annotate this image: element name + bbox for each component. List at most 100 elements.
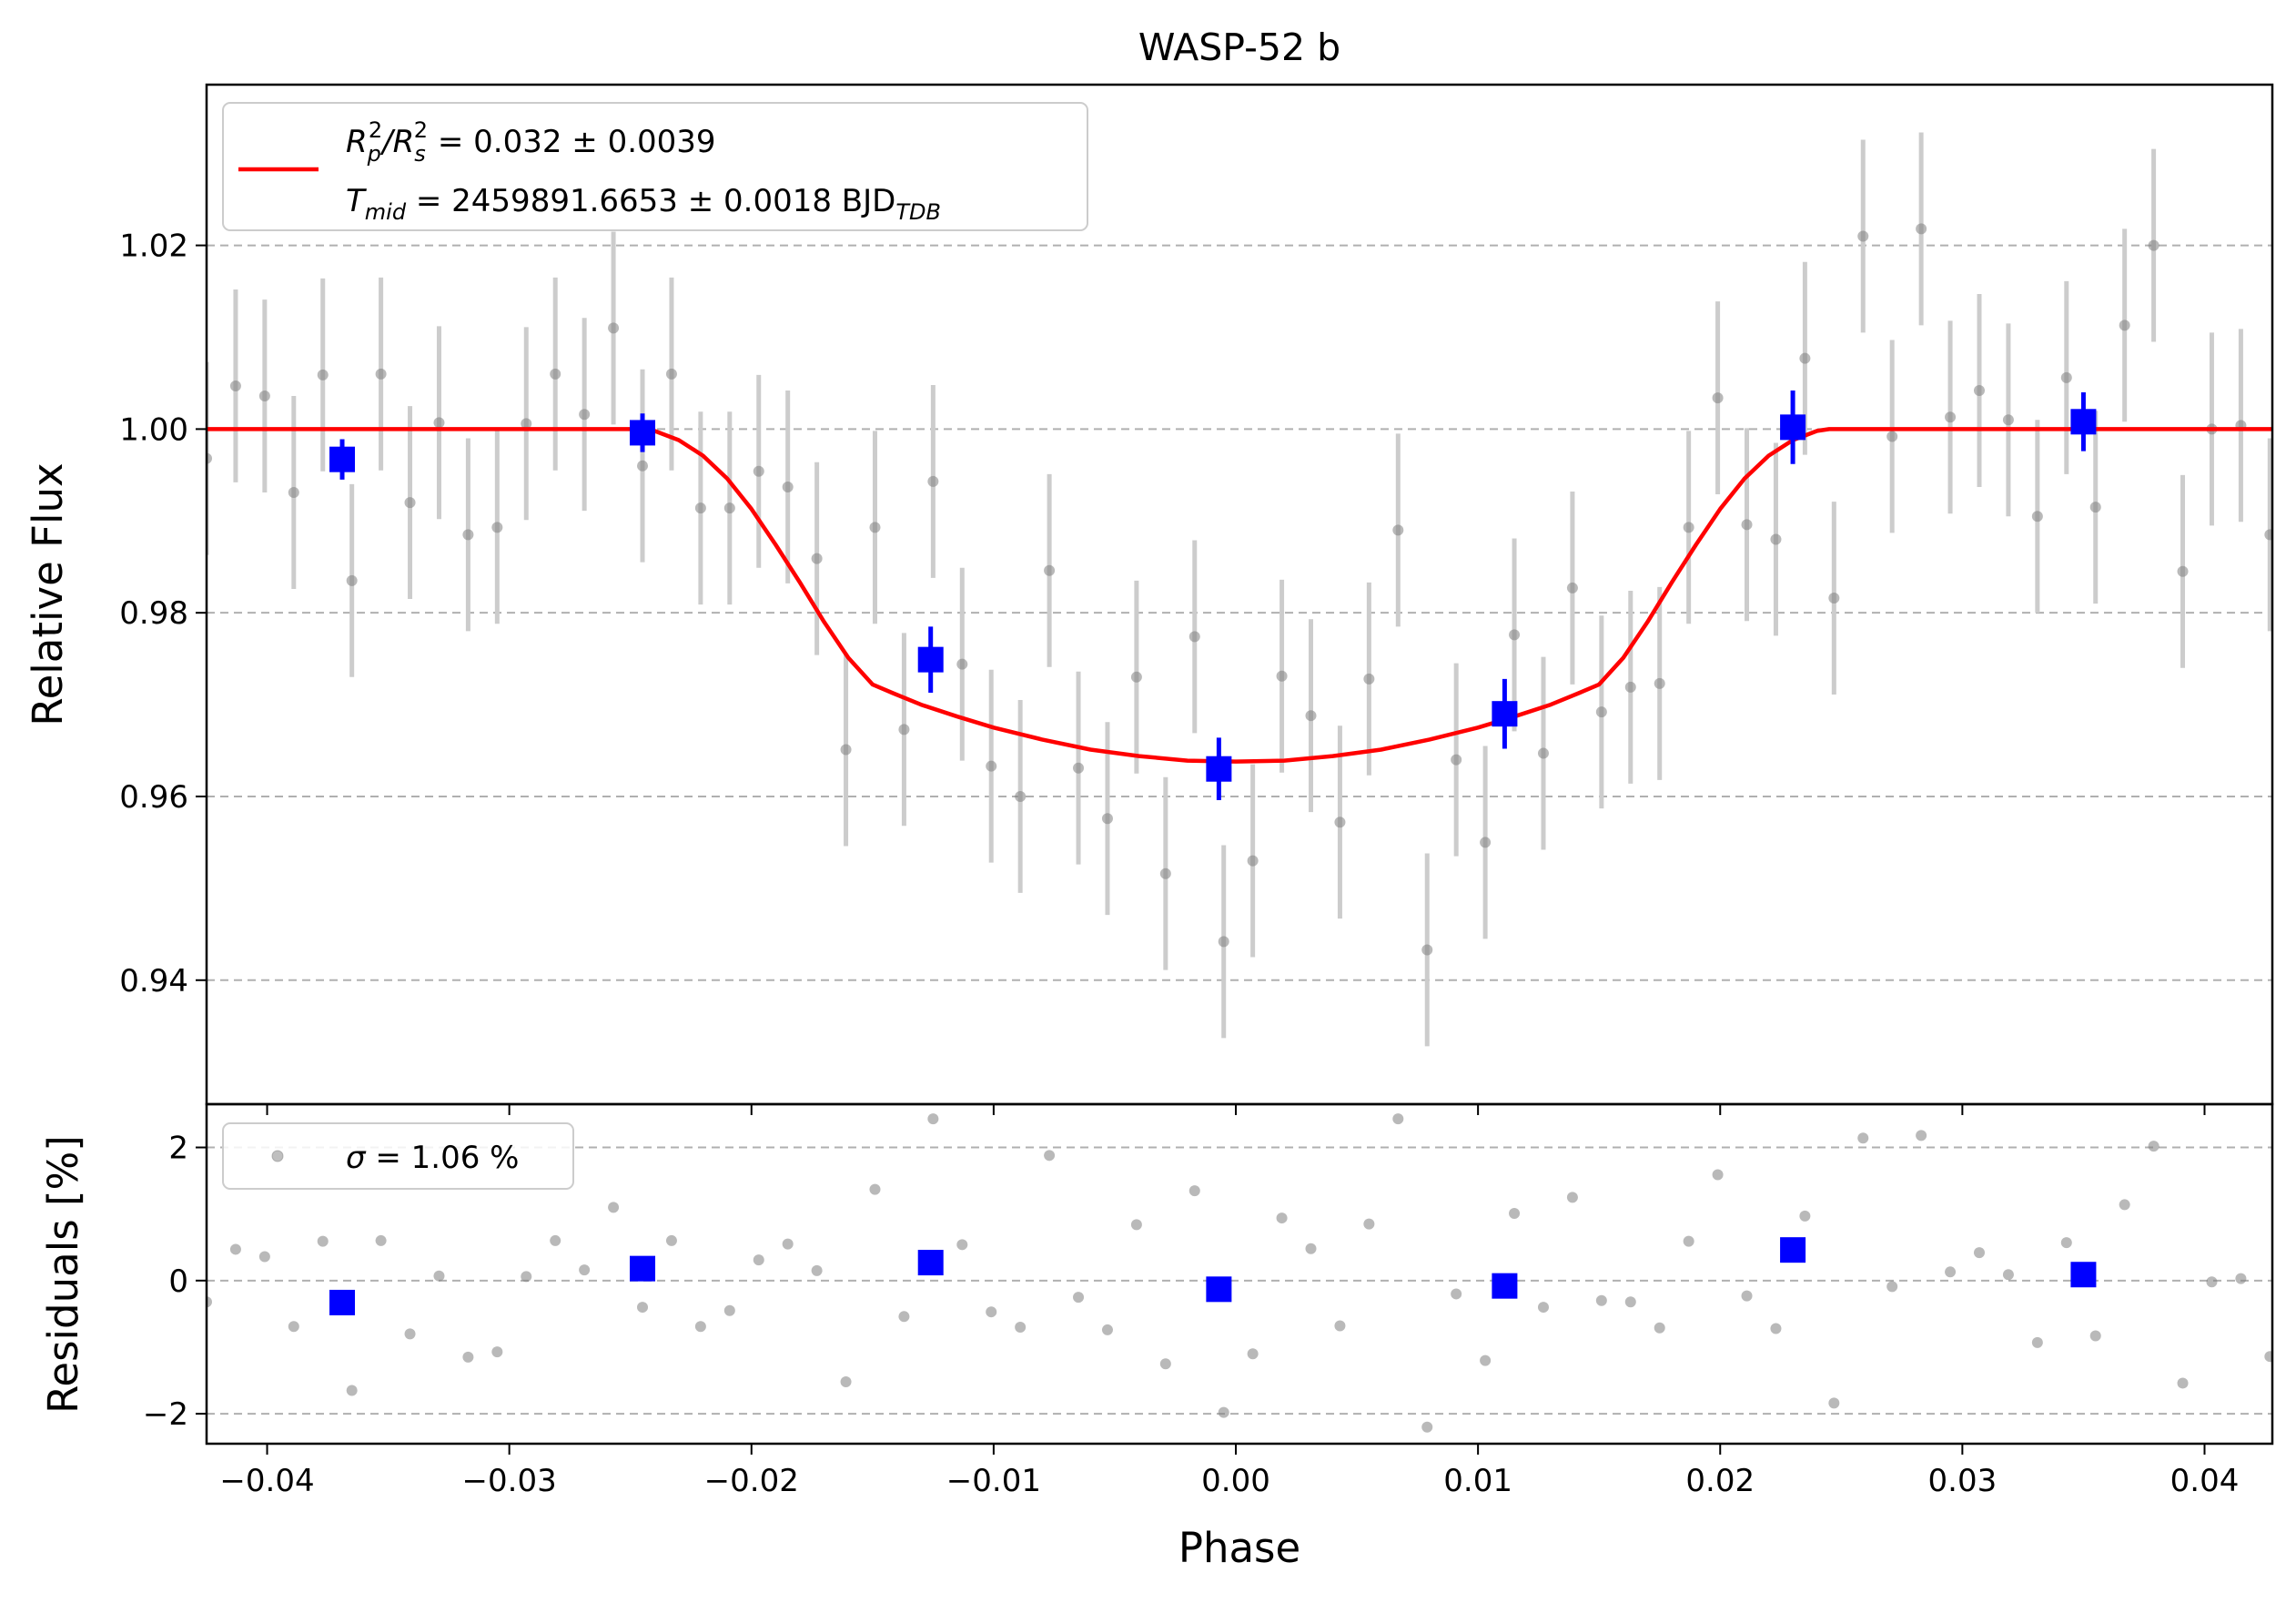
binned-residual-point (1492, 1273, 1518, 1299)
flux-grid (207, 244, 2272, 981)
residual-point (1480, 1354, 1492, 1366)
raw-data-point (462, 529, 474, 541)
residual-point (2119, 1199, 2130, 1211)
raw-data-point (1770, 533, 1782, 545)
residual-point (288, 1321, 299, 1333)
raw-data-point (1973, 385, 1985, 396)
raw-data-point (1624, 681, 1636, 693)
residual-point (491, 1346, 503, 1358)
raw-data-point (288, 487, 299, 498)
residual-point (1247, 1348, 1259, 1360)
raw-data-point (1188, 631, 1200, 643)
binned-data-point (1780, 414, 1806, 441)
raw-data-point (869, 522, 881, 533)
residual-point (2235, 1273, 2247, 1284)
raw-data-point (317, 369, 329, 380)
raw-data-point (956, 658, 968, 670)
x-tick-label: 0.03 (1928, 1463, 1998, 1499)
residual-plot-area (207, 1113, 2272, 1433)
residual-point (956, 1239, 968, 1251)
residual-point (1654, 1322, 1665, 1334)
residual-point (1276, 1212, 1288, 1224)
flux-y-tick-label: 1.00 (119, 411, 188, 448)
residual-point (723, 1304, 735, 1316)
binned-data-point (917, 646, 944, 673)
residual-point (2002, 1269, 2014, 1281)
residual-point (1828, 1397, 1840, 1409)
legend-sigma-text: σ = 1.06 % (346, 1140, 519, 1176)
raw-data-point (1595, 706, 1607, 718)
residual-panel-frame (205, 1102, 2274, 1446)
residual-point (1218, 1406, 1229, 1418)
binned-data-point (630, 420, 656, 446)
raw-data-point (229, 380, 241, 391)
raw-data-point (753, 465, 764, 477)
raw-data-point (1044, 564, 1056, 576)
residual-point (462, 1351, 474, 1363)
residual-point (579, 1264, 591, 1276)
raw-data-point (1654, 677, 1665, 689)
raw-data-point (1537, 747, 1549, 759)
residual-point (927, 1113, 939, 1125)
raw-data-point (1101, 813, 1113, 825)
raw-data-point (1741, 519, 1753, 531)
residual-point (550, 1234, 561, 1246)
raw-data-point (2002, 414, 2014, 426)
raw-data-point (898, 724, 910, 736)
residual-point (1509, 1207, 1521, 1219)
raw-data-point (1247, 855, 1259, 867)
flux-y-tick-label: 0.96 (119, 779, 188, 816)
residual-point (2206, 1276, 2218, 1288)
binned-residual-point (1206, 1276, 1232, 1303)
raw-data-point (927, 475, 939, 487)
raw-data-point (2177, 565, 2189, 577)
binned-residual-point (917, 1250, 944, 1276)
x-axis-label: Phase (1178, 1524, 1300, 1572)
x-tick-label: 0.02 (1685, 1463, 1755, 1499)
legend-depth-text: Rp2/Rs2 = 0.032 ± 0.0039 (346, 117, 716, 167)
residual-point (1130, 1219, 1142, 1231)
raw-data-point (521, 418, 532, 430)
residual-point (1683, 1235, 1694, 1247)
residual-point (1916, 1130, 1927, 1141)
residual-point (229, 1243, 241, 1255)
raw-data-point (1218, 936, 1229, 948)
residual-point (2089, 1330, 2101, 1342)
raw-data-point (637, 460, 649, 472)
raw-data-point (986, 760, 997, 772)
residual-point (869, 1183, 881, 1195)
raw-data-point (782, 481, 794, 492)
x-tick-label: −0.01 (946, 1463, 1041, 1499)
raw-data-point (1159, 867, 1171, 879)
x-tick-label: −0.04 (219, 1463, 314, 1499)
residual-point (840, 1375, 852, 1387)
raw-data-point (1130, 671, 1142, 683)
raw-data-point (1073, 762, 1085, 774)
residual-point (521, 1271, 532, 1283)
binned-residual-point (2070, 1262, 2097, 1288)
residual-point (1305, 1243, 1317, 1254)
binned-residual-point (1780, 1237, 1806, 1263)
residual-point (1188, 1185, 1200, 1197)
residual-point (1363, 1218, 1375, 1230)
residual-point (1945, 1266, 1957, 1278)
residual-y-tick-label: 2 (168, 1131, 188, 1167)
x-tick-label: −0.02 (704, 1463, 799, 1499)
residual-point (753, 1254, 764, 1266)
raw-data-point (1712, 392, 1724, 404)
residual-point (782, 1238, 794, 1250)
raw-data-point (579, 409, 591, 421)
binned-data-point (1492, 701, 1518, 727)
residual-y-tick-label: −2 (143, 1396, 188, 1433)
flux-plot-area (207, 132, 2272, 1047)
raw-data-point (665, 368, 677, 380)
raw-data-point (1857, 230, 1869, 242)
raw-data-point (491, 522, 503, 533)
flux-panel-frame (205, 83, 2274, 1106)
residual-point (1392, 1113, 1404, 1125)
x-axis-ticks: −0.04 −0.03 −0.02 −0.01 0.00 0.01 0.02 0.03 0.04 (219, 1104, 2239, 1499)
raw-data-point (346, 574, 358, 586)
x-tick-label: 0.00 (1201, 1463, 1270, 1499)
residual-point (1334, 1320, 1346, 1332)
